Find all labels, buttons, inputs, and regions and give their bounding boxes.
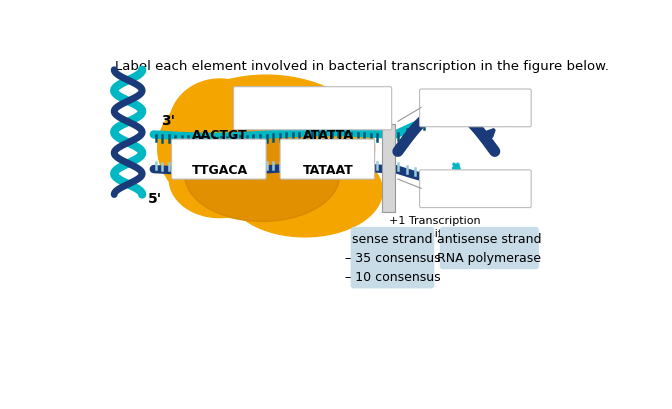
FancyBboxPatch shape	[351, 247, 434, 270]
Ellipse shape	[185, 130, 340, 222]
FancyBboxPatch shape	[351, 266, 434, 289]
FancyBboxPatch shape	[439, 247, 539, 270]
Text: ATATTA: ATATTA	[302, 128, 353, 142]
Ellipse shape	[158, 76, 374, 222]
FancyBboxPatch shape	[280, 140, 374, 180]
FancyBboxPatch shape	[439, 227, 539, 250]
Text: +1 Transcription
   start site: +1 Transcription start site	[388, 215, 480, 238]
Text: – 35 consensus: – 35 consensus	[345, 252, 440, 265]
Text: antisense strand: antisense strand	[437, 232, 542, 245]
Text: – 10 consensus: – 10 consensus	[345, 271, 440, 284]
Ellipse shape	[169, 141, 270, 218]
Text: sense strand: sense strand	[352, 232, 433, 245]
Text: TATAAT: TATAAT	[303, 163, 353, 176]
Text: Label each element involved in bacterial transcription in the figure below.: Label each element involved in bacterial…	[115, 60, 609, 73]
Text: RNA polymerase: RNA polymerase	[437, 252, 542, 265]
Ellipse shape	[169, 80, 270, 172]
FancyBboxPatch shape	[419, 90, 531, 128]
Ellipse shape	[227, 145, 382, 237]
Text: 5': 5'	[148, 192, 162, 206]
Text: TTGACA: TTGACA	[192, 163, 248, 176]
Ellipse shape	[192, 84, 347, 153]
Text: AACTGT: AACTGT	[192, 128, 247, 142]
FancyBboxPatch shape	[351, 227, 434, 250]
FancyBboxPatch shape	[419, 171, 531, 208]
Text: 3': 3'	[161, 114, 175, 128]
FancyBboxPatch shape	[171, 140, 266, 180]
FancyBboxPatch shape	[234, 88, 392, 130]
Bar	[382, 124, 394, 213]
